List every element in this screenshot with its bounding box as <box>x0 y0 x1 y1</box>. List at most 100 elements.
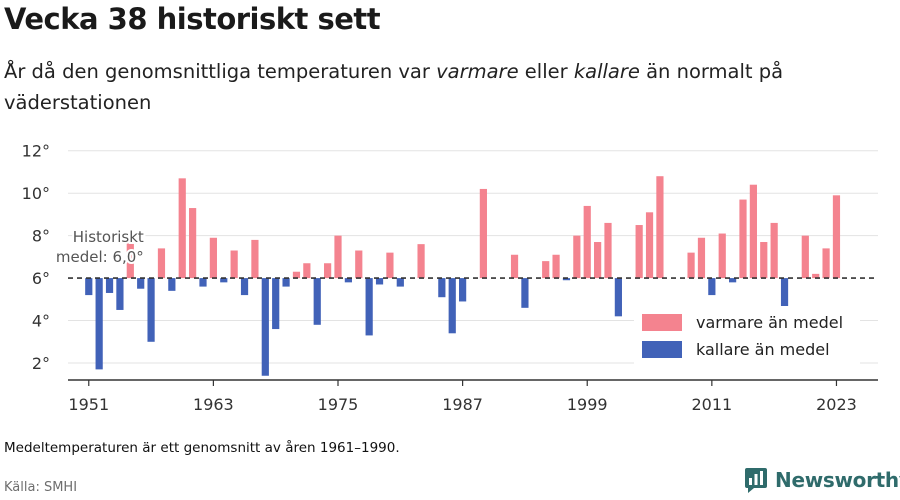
baseline-label: Historiskt medel: 6,0° <box>54 226 146 268</box>
bar-colder <box>521 278 529 308</box>
bar-colder <box>438 278 446 298</box>
bar-colder <box>448 278 456 334</box>
bar-warmer <box>292 271 301 279</box>
x-tick-label: 1975 <box>318 395 359 414</box>
chart-title: Vecka 38 historiskt sett <box>4 2 381 36</box>
bar-colder <box>272 278 280 330</box>
legend: varmare än medel kallare än medel <box>634 306 860 366</box>
bar-colder <box>282 278 290 287</box>
x-tick-label: 1963 <box>193 395 234 414</box>
bar-colder <box>375 278 384 285</box>
bar-colder <box>137 278 145 289</box>
footnote: Medeltemperaturen är ett genomsnitt av å… <box>4 440 400 456</box>
bar-colder <box>708 278 716 296</box>
bar-colder <box>240 278 249 296</box>
bar-warmer <box>697 237 706 279</box>
subtitle-warm-word: varmare <box>436 60 519 83</box>
bar-colder <box>168 278 176 291</box>
bar-colder <box>220 278 228 283</box>
bar-warmer <box>760 242 768 279</box>
y-tick-label: 4° <box>32 312 50 331</box>
bar-colder <box>780 278 789 308</box>
x-axis-ticks: 1951 1963 1975 1987 1999 2011 2023 <box>68 380 857 414</box>
bar-warmer <box>687 252 695 279</box>
legend-swatch-warmer <box>642 314 682 331</box>
y-tick-label: 10° <box>22 184 50 203</box>
bar-warmer <box>324 263 332 279</box>
bar-colder <box>729 278 737 283</box>
legend-label-colder: kallare än medel <box>696 340 830 359</box>
bar-warmer <box>355 250 363 279</box>
chart-subtitle: År då den genomsnittliga temperaturen va… <box>4 56 864 118</box>
bar-colder <box>313 278 321 325</box>
bar-warmer <box>645 212 654 279</box>
bar-colder <box>365 278 373 336</box>
bar-colder <box>95 278 103 370</box>
bar-colder <box>199 278 207 287</box>
y-axis-ticks: 2° 4° 6° 8° 10° 12° <box>22 142 50 373</box>
bar-warmer <box>635 225 643 279</box>
bar-colder <box>562 278 571 281</box>
bar-chart: 2° 4° 6° 8° 10° 12° Historiskt medel: 6,0° 19… <box>22 142 878 414</box>
bar-warmer <box>573 235 581 279</box>
bar-warmer <box>552 254 560 279</box>
bar-warmer <box>386 252 394 279</box>
bar-warmer <box>749 184 757 279</box>
bar-warmer <box>303 263 311 279</box>
bar-colder <box>105 278 114 293</box>
legend-label-warmer: varmare än medel <box>696 313 843 332</box>
bar-colder <box>459 278 467 302</box>
brand-name: Newsworthy <box>775 468 900 492</box>
bar-warmer <box>510 254 519 279</box>
bar-warmer <box>230 250 238 279</box>
x-tick-label: 1999 <box>567 395 608 414</box>
bar-warmer <box>209 237 217 279</box>
bar-warmer <box>594 242 602 279</box>
bar-warmer <box>656 176 664 279</box>
subtitle-cold-word: kallare <box>573 60 640 83</box>
brand-logo[interactable]: Newsworthy <box>744 466 900 494</box>
bar-warmer <box>126 242 134 279</box>
bar-colder <box>396 278 404 287</box>
bar-warmer <box>479 188 487 279</box>
source-credit: Källa: SMHI <box>4 480 78 495</box>
bar-warmer <box>334 235 342 279</box>
newsworthy-logo-icon <box>745 468 767 493</box>
y-tick-label: 8° <box>32 227 50 246</box>
bar-warmer <box>604 222 612 279</box>
subtitle-text-3: än normalt på väderstationen <box>4 60 784 114</box>
bar-warmer <box>189 208 197 279</box>
bar-warmer <box>718 233 726 279</box>
bar-colder <box>261 278 269 376</box>
bar-warmer <box>417 244 425 279</box>
legend-swatch-colder <box>642 341 682 358</box>
y-tick-label: 2° <box>32 354 50 373</box>
bar-warmer <box>542 261 550 279</box>
x-tick-label: 2011 <box>691 395 732 414</box>
bar-warmer <box>770 222 778 279</box>
bar-warmer <box>157 248 166 279</box>
bars <box>85 176 841 376</box>
bar-warmer <box>822 248 830 279</box>
subtitle-text-2: eller <box>518 60 574 83</box>
bar-colder <box>116 278 124 310</box>
baseline-label-line2: medel: 6,0° <box>56 248 144 266</box>
bar-warmer <box>251 239 259 279</box>
bar-warmer <box>739 199 747 279</box>
x-tick-label: 2023 <box>816 395 857 414</box>
baseline-label-line1: Historiskt <box>73 228 144 246</box>
y-tick-label: 6° <box>32 269 50 288</box>
bar-warmer <box>832 195 841 279</box>
y-tick-label: 12° <box>22 142 50 161</box>
bar-colder <box>614 278 622 317</box>
bar-warmer <box>801 235 809 279</box>
x-tick-label: 1951 <box>68 395 109 414</box>
bar-warmer <box>178 178 186 279</box>
bar-colder <box>85 278 93 296</box>
subtitle-text-1: År då den genomsnittliga temperaturen va… <box>4 60 437 83</box>
bar-colder <box>147 278 155 342</box>
bar-colder <box>344 278 352 283</box>
bar-warmer <box>812 273 820 279</box>
bar-warmer <box>583 205 591 279</box>
x-tick-label: 1987 <box>442 395 483 414</box>
